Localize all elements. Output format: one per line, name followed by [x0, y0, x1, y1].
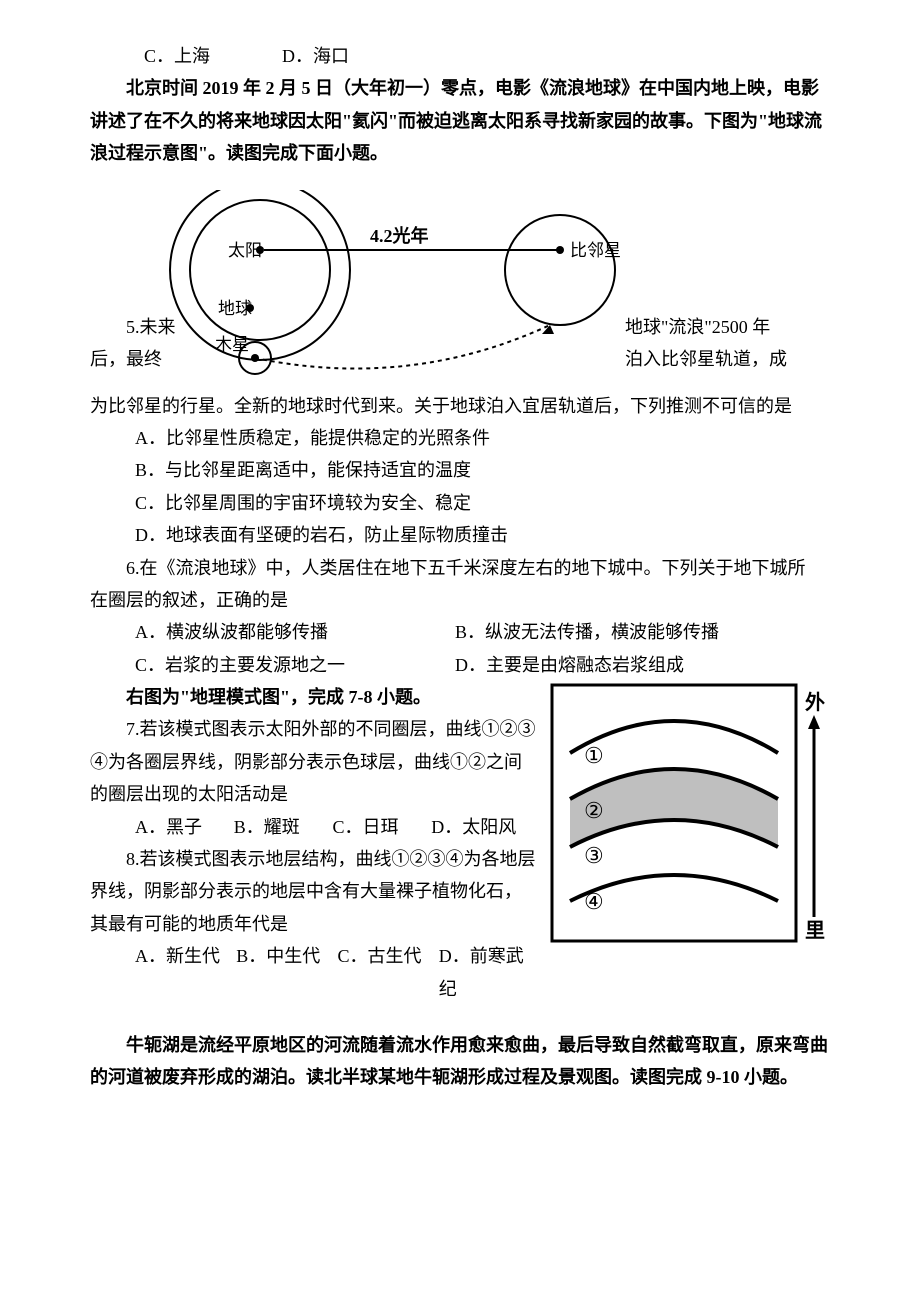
q5-line2-left: 后，最终	[90, 343, 176, 375]
q6-stem2: 在圈层的叙述，正确的是	[90, 584, 830, 616]
q5-line2-right: 泊入比邻星轨道，成	[625, 343, 787, 375]
q6-stem1: 6.在《流浪地球》中，人类居住在地下五千米深度左右的地下城中。下列关于地下城所	[90, 552, 830, 584]
q4-options-row: C．上海 D．海口	[90, 40, 830, 72]
q6-opt-a: A．横波纵波都能够传播	[135, 616, 455, 648]
fig2-n2: ②	[584, 798, 604, 823]
q5-right-col: 地球"流浪"2500 年 泊入比邻星轨道，成	[625, 311, 787, 376]
passage-1: 北京时间 2019 年 2 月 5 日（大年初一）零点，电影《流浪地球》在中国内…	[90, 72, 830, 169]
fig2-n1: ①	[584, 743, 604, 768]
q5-opt-a: A．比邻星性质稳定，能提供稳定的光照条件	[90, 422, 830, 454]
label-earth: 地球	[218, 299, 252, 318]
q5-opt-d: D．地球表面有坚硬的岩石，防止星际物质撞击	[90, 519, 830, 551]
q5-left-col: 5.未来 后，最终	[90, 311, 176, 376]
wandering-earth-diagram: 太阳 地球 木星 4.2光年 比邻星	[150, 190, 650, 380]
q5-line1-left: 5.未来	[90, 311, 176, 343]
q4-option-d: D．海口	[282, 40, 349, 72]
q6-row2: C．岩浆的主要发源地之一 D．主要是由熔融态岩浆组成	[90, 649, 830, 681]
q6-opt-b: B．纵波无法传播，横波能够传播	[455, 616, 719, 648]
q8-opt-a: A．新生代	[135, 940, 236, 1005]
q5-line1-right: 地球"流浪"2500 年	[625, 311, 787, 343]
fig2-n4: ④	[584, 889, 604, 914]
q6-opt-d: D．主要是由熔融态岩浆组成	[455, 649, 684, 681]
q6-opt-c: C．岩浆的主要发源地之一	[135, 649, 455, 681]
q7-opt-c: C．日珥	[333, 811, 432, 843]
passage-3: 牛轭湖是流经平原地区的河流随着流水作用愈来愈曲，最后导致自然截弯取直，原来弯曲的…	[90, 1029, 830, 1094]
label-proxima: 比邻星	[570, 241, 621, 260]
q8-opt-b: B．中生代	[236, 940, 337, 1005]
q8-options: A．新生代 B．中生代 C．古生代 D．前寒武纪	[90, 940, 540, 1005]
q8-opt-d: D．前寒武纪	[439, 940, 540, 1005]
q7-opt-b: B．耀斑	[234, 811, 333, 843]
q8-opt-c: C．古生代	[338, 940, 439, 1005]
geo-model-diagram: ① ② ③ ④ 外 里	[550, 683, 830, 943]
fig2-outer: 外	[805, 690, 825, 714]
q7-options: A．黑子 B．耀斑 C．日珥 D．太阳风	[90, 811, 530, 843]
q5-opt-b: B．与比邻星距离适中，能保持适宜的温度	[90, 454, 830, 486]
q5-opt-c: C．比邻星周围的宇宙环境较为安全、稳定	[90, 487, 830, 519]
q4-option-c: C．上海	[144, 40, 210, 72]
q6-row1: A．横波纵波都能够传播 B．纵波无法传播，横波能够传播	[90, 616, 830, 648]
q7-opt-a: A．黑子	[135, 811, 234, 843]
label-distance: 4.2光年	[370, 225, 429, 246]
fig2-inner: 里	[805, 919, 825, 942]
fig2-n3: ③	[584, 843, 604, 868]
label-jupiter: 木星	[215, 335, 249, 354]
label-sun: 太阳	[228, 241, 262, 260]
q5-tail: 为比邻星的行星。全新的地球时代到来。关于地球泊入宜居轨道后，下列推测不可信的是	[90, 390, 830, 422]
figure-2-wrap: ① ② ③ ④ 外 里	[550, 683, 830, 953]
q7-opt-d: D．太阳风	[431, 811, 530, 843]
figure-1-wrap: 太阳 地球 木星 4.2光年 比邻星 5.未来 后，最终 地球"流浪"2500 …	[90, 190, 830, 380]
